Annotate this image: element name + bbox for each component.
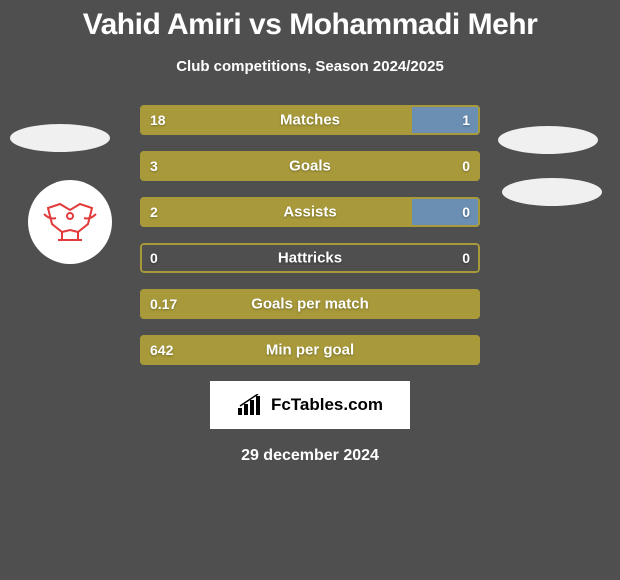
stat-value-left: 642 bbox=[150, 342, 173, 358]
stat-value-right: 0 bbox=[462, 250, 470, 266]
stat-row: Goals 3 0 bbox=[140, 151, 480, 181]
club-badge bbox=[28, 180, 112, 264]
stat-value-right: 0 bbox=[462, 158, 470, 174]
stat-row: Min per goal 642 bbox=[140, 335, 480, 365]
date-label: 29 december 2024 bbox=[0, 447, 620, 465]
trophy-crest-icon bbox=[38, 190, 102, 254]
stat-label: Goals per match bbox=[251, 296, 369, 313]
stat-value-right: 1 bbox=[462, 112, 470, 128]
fctables-logo-icon bbox=[237, 394, 265, 416]
stat-value-left: 0 bbox=[150, 250, 158, 266]
stat-label: Matches bbox=[280, 112, 340, 129]
stat-label: Goals bbox=[289, 158, 331, 175]
player-slot-right-2 bbox=[502, 178, 602, 206]
stat-value-left: 2 bbox=[150, 204, 158, 220]
stat-row: Hattricks 0 0 bbox=[140, 243, 480, 273]
stat-value-left: 3 bbox=[150, 158, 158, 174]
stat-value-left: 18 bbox=[150, 112, 166, 128]
stat-bar-left bbox=[140, 105, 412, 135]
stat-value-left: 0.17 bbox=[150, 296, 177, 312]
player-slot-right-1 bbox=[498, 126, 598, 154]
stat-row: Assists 2 0 bbox=[140, 197, 480, 227]
branding-text: FcTables.com bbox=[271, 395, 383, 415]
stat-bar-left bbox=[140, 197, 412, 227]
stat-label: Assists bbox=[283, 204, 336, 221]
stats-bars: Matches181Goals30Assists20Hattricks00Goa… bbox=[140, 105, 480, 365]
stat-label: Min per goal bbox=[266, 342, 354, 359]
stat-row: Goals per match 0.17 bbox=[140, 289, 480, 319]
stat-value-right: 0 bbox=[462, 204, 470, 220]
page-subtitle: Club competitions, Season 2024/2025 bbox=[0, 58, 620, 75]
stat-row: Matches 18 1 bbox=[140, 105, 480, 135]
stat-label: Hattricks bbox=[278, 250, 342, 267]
page-title: Vahid Amiri vs Mohammadi Mehr bbox=[0, 0, 620, 42]
player-slot-left bbox=[10, 124, 110, 152]
branding-badge: FcTables.com bbox=[210, 381, 410, 429]
